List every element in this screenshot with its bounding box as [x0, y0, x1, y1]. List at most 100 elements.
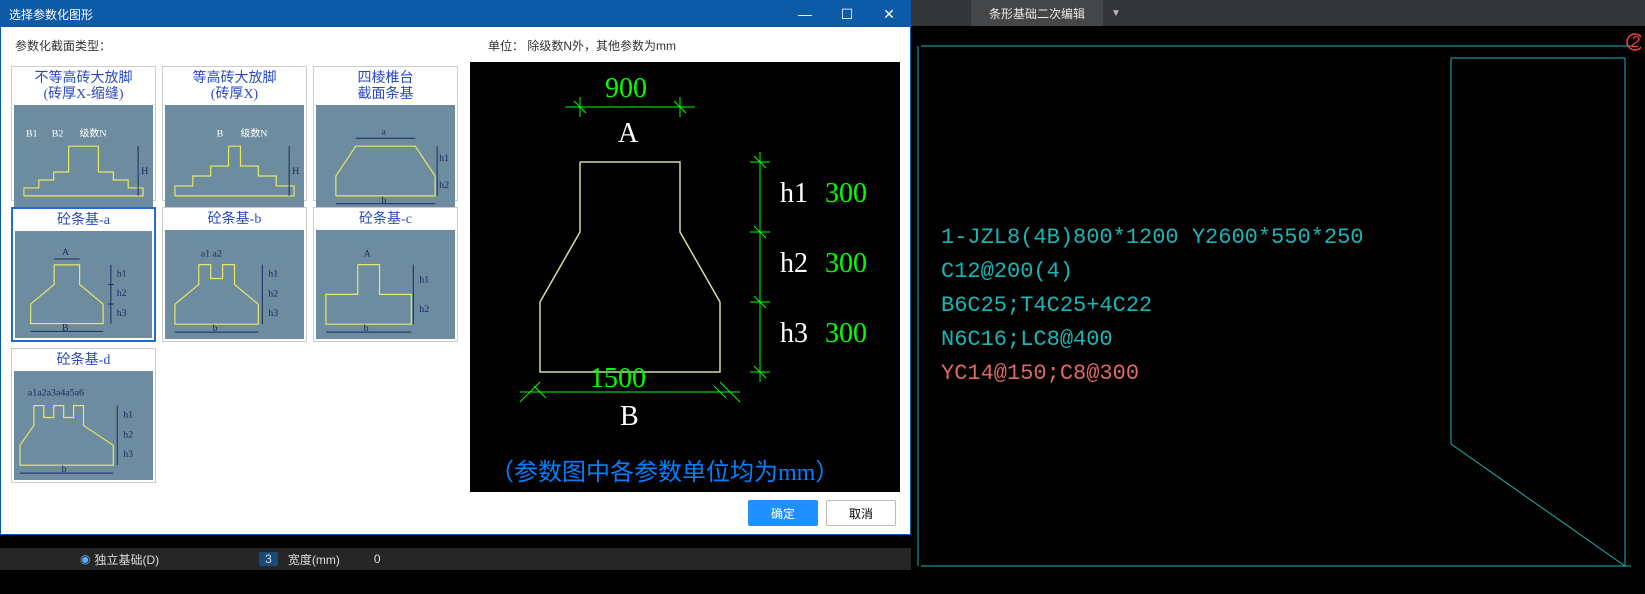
thumbnail-diagram: a b h1 h2	[316, 105, 455, 207]
preview-diagram: 900 A 1500 B	[470, 62, 900, 492]
ok-label: 确定	[771, 505, 795, 522]
close-button[interactable]: ✕	[868, 1, 910, 27]
thumbnail-item[interactable]: 不等高砖大放脚(砖厚X-缩缝) B1 B2 级数N H	[11, 66, 156, 201]
svg-text:h2: h2	[268, 288, 278, 299]
svg-text:b: b	[213, 323, 218, 334]
close-icon: ✕	[883, 6, 895, 23]
cad-annotation-block: 1-JZL8(4B)800*1200 Y2600*550*250 C12@200…	[941, 221, 1363, 391]
cad-canvas[interactable]: 1-JZL8(4B)800*1200 Y2600*550*250 C12@200…	[911, 26, 1645, 591]
tab-dropdown-icon[interactable]: ▼	[1111, 8, 1121, 19]
thumbnail-diagram: a1a2a3a4a5a6 h1 h2 h3 b	[14, 371, 153, 480]
minimize-icon: —	[798, 6, 812, 22]
svg-text:级数N: 级数N	[240, 126, 267, 139]
cad-tab-active[interactable]: 条形基础二次编辑	[971, 0, 1103, 26]
dim-h1-value: 300	[825, 178, 867, 209]
dim-h1-label: h1	[780, 178, 808, 209]
status-num: 3	[265, 552, 272, 566]
svg-text:h1: h1	[117, 269, 127, 280]
dialog-title: 选择参数化图形	[9, 6, 93, 23]
thumbnail-caption: 砼条基-a	[15, 211, 152, 231]
cad-tabbar: 条形基础二次编辑 ▼	[911, 0, 1645, 26]
svg-text:H: H	[292, 166, 299, 177]
cad-text-line: B6C25;T4C25+4C22	[941, 289, 1363, 323]
cancel-label: 取消	[849, 505, 873, 522]
cad-text-line: YC14@150;C8@300	[941, 357, 1363, 391]
thumbnail-caption: 不等高砖大放脚(砖厚X-缩缝)	[14, 69, 153, 105]
thumbnail-caption: 砼条基-d	[14, 351, 153, 371]
button-row: 确定 取消	[1, 492, 910, 534]
svg-text:h3: h3	[268, 308, 278, 319]
thumbnail-diagram: A h1 h2 h3 B	[15, 231, 152, 338]
thumbnail-caption: 四棱椎台截面条基	[316, 69, 455, 105]
thumbnail-item[interactable]: 砼条基-a A h1 h2 h3 B	[11, 207, 156, 342]
thumbnail-caption: 砼条基-b	[165, 210, 304, 230]
cancel-button[interactable]: 取消	[826, 500, 896, 526]
ok-button[interactable]: 确定	[748, 500, 818, 526]
svg-text:h3: h3	[123, 449, 133, 460]
dim-b-value: 1500	[590, 363, 646, 394]
thumbnail-diagram: B1 B2 级数N H	[14, 105, 153, 207]
thumbnail-item[interactable]: 四棱椎台截面条基 a b h1h2	[313, 66, 458, 201]
svg-text:B: B	[217, 128, 224, 139]
dim-h3-value: 300	[825, 318, 867, 349]
status-width-value: 0	[374, 552, 381, 566]
unit-label: 单位： 除级数N外，其他参数为mm	[488, 37, 676, 54]
thumbnail-item[interactable]: 等高砖大放脚(砖厚X) B 级数N H	[162, 66, 307, 201]
svg-text:h2: h2	[419, 304, 429, 315]
maximize-button[interactable]: ☐	[826, 1, 868, 27]
status-item-label[interactable]: 独立基础(D)	[94, 551, 159, 568]
dim-b-label: B	[620, 401, 639, 432]
svg-text:A: A	[364, 249, 372, 260]
svg-text:h1: h1	[439, 153, 449, 164]
cad-text-line: C12@200(4)	[941, 255, 1363, 289]
param-shape-dialog: 选择参数化图形 — ☐ ✕ 参数化截面类型： 单位： 除级数N外，其他参数为mm…	[0, 0, 911, 535]
minimize-button[interactable]: —	[784, 1, 826, 27]
svg-text:b: b	[62, 464, 67, 475]
thumbnail-item[interactable]: 砼条基-c A h1 h2 b	[313, 207, 458, 342]
thumbnail-panel: 不等高砖大放脚(砖厚X-缩缝) B1 B2 级数N H 等高砖大放脚(砖厚X) B 级…	[11, 62, 462, 492]
svg-text:H: H	[141, 166, 148, 177]
svg-text:a: a	[382, 126, 387, 137]
svg-text:B: B	[62, 323, 69, 334]
svg-text:级数N: 级数N	[80, 126, 107, 139]
dim-a-label: A	[618, 118, 639, 149]
svg-text:a1 a2: a1 a2	[201, 249, 222, 260]
svg-text:h1: h1	[268, 269, 278, 280]
thumbnail-caption: 砼条基-c	[316, 210, 455, 230]
svg-text:h1: h1	[419, 275, 429, 286]
svg-text:B1: B1	[26, 128, 38, 139]
cad-text-line: N6C16;LC8@400	[941, 323, 1363, 357]
svg-text:h2: h2	[439, 180, 449, 191]
header-row: 参数化截面类型： 单位： 除级数N外，其他参数为mm	[1, 27, 910, 62]
dim-h2-label: h2	[780, 248, 808, 279]
thumbnail-diagram: a1 a2 h1 h2 h3 b	[165, 230, 304, 339]
status-bar: ◉ 独立基础(D) 3 宽度(mm) 0	[0, 548, 911, 570]
svg-text:h3: h3	[117, 308, 127, 319]
dim-h2-value: 300	[825, 248, 867, 279]
type-label: 参数化截面类型：	[15, 37, 111, 54]
dim-h3-label: h3	[780, 318, 808, 349]
titlebar[interactable]: 选择参数化图形 — ☐ ✕	[1, 1, 910, 27]
cad-background: 条形基础二次编辑 ▼ 1-JZL8(4B)800*1200 Y2600*550*…	[911, 0, 1645, 591]
svg-text:b: b	[364, 323, 369, 334]
thumbnail-diagram: B 级数N H	[165, 105, 304, 207]
cad-text-line: 1-JZL8(4B)800*1200 Y2600*550*250	[941, 221, 1363, 255]
dim-a-value: 900	[605, 73, 647, 104]
preview-panel: 900 A 1500 B	[470, 62, 900, 492]
svg-text:b: b	[382, 195, 387, 206]
svg-text:B2: B2	[52, 128, 64, 139]
svg-text:h2: h2	[117, 288, 127, 299]
svg-text:h2: h2	[123, 429, 133, 440]
svg-text:h1: h1	[123, 410, 133, 421]
svg-text:A: A	[62, 247, 69, 258]
thumbnail-caption: 等高砖大放脚(砖厚X)	[165, 69, 304, 105]
maximize-icon: ☐	[841, 6, 854, 23]
svg-text:a1a2a3a4a5a6: a1a2a3a4a5a6	[28, 388, 84, 399]
svg-text:2: 2	[1630, 34, 1640, 51]
thumbnail-diagram: A h1 h2 b	[316, 230, 455, 339]
thumbnail-item[interactable]: 砼条基-d a1a2a3a4a5a6 h1 h2 h3 b	[11, 348, 156, 483]
cad-marker: 2	[1617, 30, 1641, 59]
foundation-icon: ◉	[80, 552, 90, 566]
status-width-label: 宽度(mm)	[288, 551, 340, 568]
thumbnail-item[interactable]: 砼条基-b a1 a2 h1 h2 h3 b	[162, 207, 307, 342]
